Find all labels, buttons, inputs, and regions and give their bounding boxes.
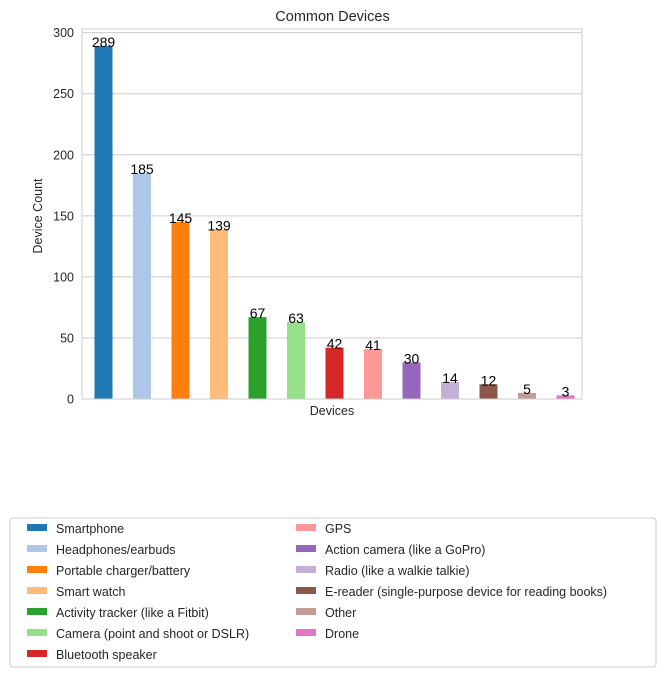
legend-label: Smart watch (56, 585, 126, 599)
y-tick-label: 50 (60, 331, 74, 345)
legend-swatch (27, 629, 47, 636)
grid-lines (82, 32, 582, 400)
y-tick-label: 200 (53, 148, 74, 162)
bar-value-label: 63 (288, 310, 304, 326)
legend-swatch (27, 545, 47, 552)
legend-label: Activity tracker (like a Fitbit) (56, 606, 209, 620)
legend-label: Drone (325, 627, 359, 641)
legend-label: Bluetooth speaker (56, 648, 157, 662)
legend-label: Smartphone (56, 522, 124, 536)
bar-value-label: 42 (327, 336, 343, 352)
legend-label: GPS (325, 522, 351, 536)
bar-value-label: 3 (562, 383, 570, 399)
bar (133, 173, 151, 399)
bar-value-label: 12 (481, 372, 497, 388)
y-tick-label: 300 (53, 26, 74, 40)
legend-swatch (296, 545, 316, 552)
bar-value-label: 145 (169, 210, 193, 226)
bar (287, 322, 305, 399)
bar-value-label: 30 (404, 350, 420, 366)
legend-frame (9, 517, 657, 668)
bar-value-label: 185 (130, 161, 154, 177)
legend: Smartphone Headphones/earbuds Portable cha… (9, 517, 657, 668)
bar-value-label: 41 (365, 337, 381, 353)
bar (325, 347, 344, 399)
bar (210, 229, 228, 399)
bar (94, 46, 113, 400)
bar (518, 392, 536, 399)
legend-swatch (296, 629, 316, 636)
legend-label: Other (325, 606, 356, 620)
legend-swatch (27, 566, 47, 573)
legend-swatch (27, 524, 47, 531)
chart-title: Common Devices (275, 9, 389, 25)
y-tick-label: 100 (53, 270, 74, 284)
bar (248, 317, 267, 399)
plot-frame (81, 28, 583, 400)
legend-swatch (296, 608, 316, 615)
legend-label: Camera (point and shoot or DSLR) (56, 627, 249, 641)
bar-value-label: 5 (523, 381, 531, 397)
legend-label: Radio (like a walkie talkie) (325, 564, 470, 578)
legend-swatch (27, 650, 47, 657)
legend-label: Action camera (like a GoPro) (325, 543, 485, 557)
legend-swatch (296, 587, 316, 594)
y-tick-label: 150 (53, 209, 74, 223)
legend-swatch (27, 608, 47, 615)
bar-value-label: 67 (250, 305, 266, 321)
bar (402, 362, 421, 399)
legend-swatch (296, 566, 316, 573)
legend-label: E-reader (single-purpose device for read… (325, 585, 607, 599)
bar (171, 221, 190, 399)
y-tick-label: 0 (67, 393, 74, 407)
x-axis-label: Devices (310, 404, 354, 418)
bars (94, 46, 575, 400)
bar (556, 395, 575, 399)
legend-label: Headphones/earbuds (56, 543, 176, 557)
bar (479, 384, 498, 399)
bar-value-labels: 289 185 145 139 67 63 42 41 30 14 12 5 3 (92, 34, 570, 399)
y-axis-label: Device Count (31, 178, 45, 254)
y-tick-label: 250 (53, 87, 74, 101)
bar-value-label: 289 (92, 34, 116, 50)
bar-value-label: 14 (442, 370, 458, 386)
bar-value-label: 139 (207, 217, 231, 233)
y-tick-labels: 0 50 100 150 200 250 300 (53, 26, 74, 406)
bar (441, 381, 459, 399)
bar (364, 348, 382, 399)
legend-swatch (27, 587, 47, 594)
legend-label: Portable charger/battery (56, 564, 191, 578)
legend-swatch (296, 524, 316, 531)
